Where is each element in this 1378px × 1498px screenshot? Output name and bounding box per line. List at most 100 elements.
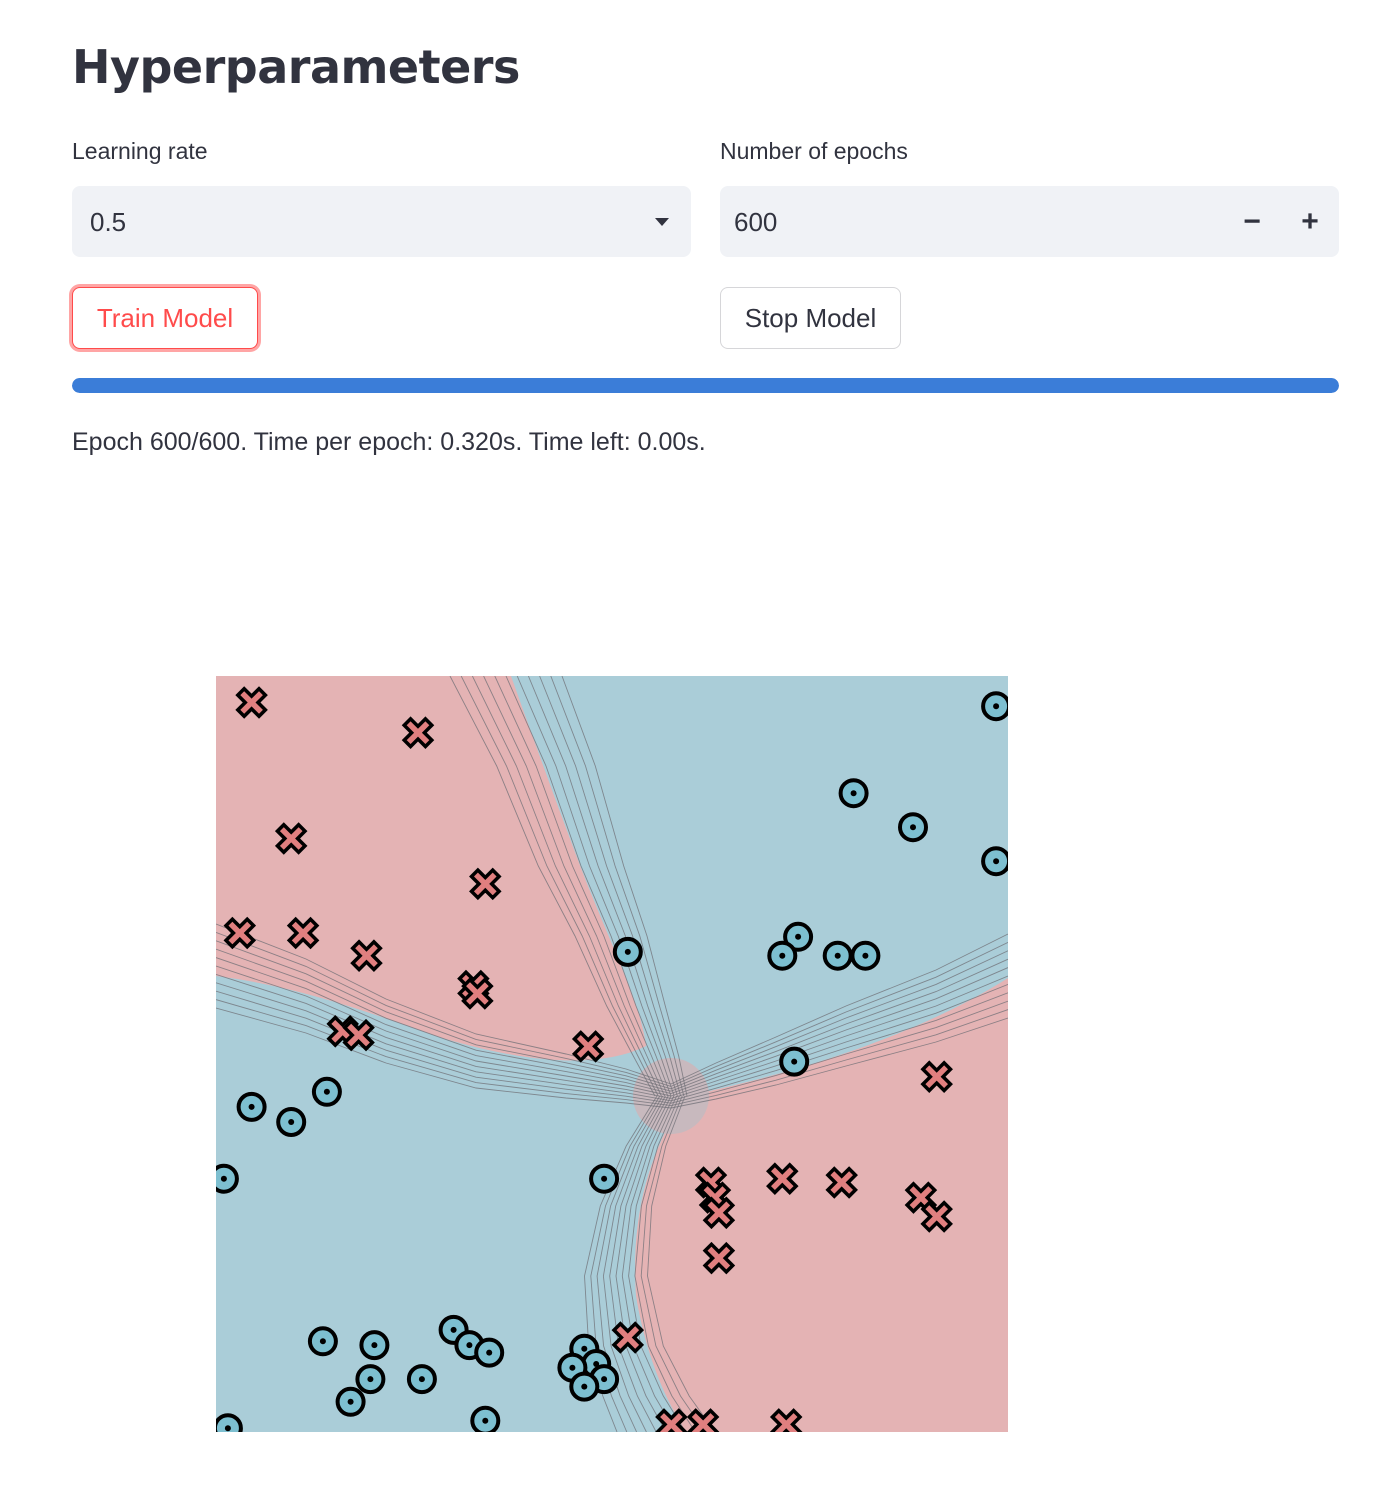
contour-line bbox=[590, 1095, 661, 1432]
learning-rate-value: 0.5 bbox=[90, 207, 127, 237]
contour-line bbox=[584, 1095, 658, 1432]
increment-button[interactable]: + bbox=[1301, 205, 1319, 238]
x-marker bbox=[223, 916, 257, 950]
contour-line bbox=[460, 676, 659, 1097]
contour-line bbox=[670, 958, 1008, 1092]
contour-line bbox=[516, 676, 675, 1097]
page-title: Hyperparameters bbox=[72, 40, 520, 94]
o-marker bbox=[822, 940, 853, 971]
o-marker bbox=[589, 1163, 620, 1194]
contour-line bbox=[670, 1009, 1008, 1107]
contour-line bbox=[670, 1017, 1008, 1109]
contour-line bbox=[471, 676, 662, 1097]
contour-line bbox=[216, 931, 672, 1087]
contour-line bbox=[505, 676, 672, 1097]
o-marker bbox=[276, 1107, 307, 1137]
epochs-input[interactable]: 600 − + bbox=[720, 186, 1339, 257]
contour-line bbox=[216, 965, 672, 1097]
contour-line bbox=[527, 676, 678, 1097]
x-marker bbox=[655, 1408, 688, 1432]
x-marker bbox=[702, 1196, 736, 1230]
o-marker bbox=[470, 1405, 501, 1432]
o-marker bbox=[612, 936, 643, 967]
o-marker bbox=[359, 1330, 390, 1361]
contour-line bbox=[216, 940, 672, 1090]
o-marker bbox=[779, 1046, 810, 1077]
x-marker bbox=[235, 686, 268, 719]
contour-line bbox=[670, 967, 1008, 1095]
x-marker bbox=[825, 1166, 858, 1199]
decision-boundary-plot bbox=[216, 676, 1008, 1432]
contour-line bbox=[602, 1095, 666, 1432]
contour-line bbox=[670, 983, 1008, 1099]
x-marker bbox=[286, 916, 320, 950]
o-marker bbox=[898, 812, 928, 843]
contour-line bbox=[216, 982, 672, 1102]
o-marker bbox=[569, 1371, 600, 1402]
contour-line bbox=[216, 948, 672, 1092]
contour-line bbox=[670, 1000, 1008, 1104]
contour-lines bbox=[216, 676, 1008, 1432]
contour-line bbox=[670, 992, 1008, 1102]
decrement-button[interactable]: − bbox=[1243, 205, 1261, 238]
contour-line bbox=[634, 1095, 696, 1432]
contour-line bbox=[494, 676, 669, 1097]
contour-line bbox=[216, 957, 672, 1095]
x-marker bbox=[274, 822, 308, 855]
progress-bar bbox=[72, 378, 1339, 393]
contour-line bbox=[216, 999, 672, 1107]
contour-line bbox=[539, 676, 682, 1097]
learning-rate-select[interactable]: 0.5 bbox=[72, 186, 691, 257]
o-marker bbox=[355, 1364, 386, 1395]
x-marker bbox=[702, 1241, 736, 1275]
chevron-down-icon bbox=[655, 218, 669, 226]
contour-line bbox=[640, 1095, 706, 1432]
contour-line bbox=[609, 1095, 669, 1432]
contour-line bbox=[550, 676, 685, 1097]
o-marker bbox=[767, 940, 798, 971]
o-marker bbox=[783, 921, 814, 952]
o-marker bbox=[335, 1386, 366, 1417]
x-marker bbox=[920, 1060, 953, 1093]
contour-line bbox=[670, 975, 1008, 1097]
o-marker bbox=[474, 1337, 505, 1368]
x-marker bbox=[769, 1408, 803, 1432]
contour-line bbox=[561, 676, 688, 1097]
contour-line bbox=[216, 1007, 672, 1109]
o-marker bbox=[236, 1091, 267, 1122]
contour-line bbox=[216, 923, 672, 1085]
learning-rate-label: Learning rate bbox=[72, 138, 208, 164]
x-marker bbox=[571, 1030, 605, 1063]
epochs-value[interactable]: 600 bbox=[734, 207, 778, 237]
contour-line bbox=[670, 941, 1008, 1087]
o-marker bbox=[311, 1076, 342, 1107]
x-marker bbox=[469, 867, 502, 901]
contour-line bbox=[596, 1095, 663, 1432]
x-marker bbox=[401, 716, 435, 749]
contour-line bbox=[615, 1095, 672, 1432]
training-status: Epoch 600/600. Time per epoch: 0.320s. T… bbox=[72, 428, 706, 456]
x-marker bbox=[350, 939, 383, 972]
o-marker bbox=[216, 1413, 243, 1432]
train-model-button[interactable]: Train Model bbox=[72, 287, 258, 349]
contour-line bbox=[647, 1095, 716, 1432]
x-marker bbox=[686, 1408, 720, 1432]
contour-line bbox=[621, 1095, 677, 1432]
contour-line bbox=[216, 973, 672, 1099]
contour-line bbox=[670, 933, 1008, 1085]
x-marker bbox=[611, 1321, 645, 1354]
o-marker bbox=[406, 1364, 437, 1395]
contour-line bbox=[670, 950, 1008, 1090]
o-marker bbox=[981, 691, 1008, 722]
contour-line bbox=[628, 1095, 686, 1432]
o-marker bbox=[838, 778, 869, 809]
o-marker bbox=[850, 940, 881, 971]
o-marker bbox=[216, 1163, 239, 1194]
contour-line bbox=[483, 676, 666, 1097]
x-marker bbox=[766, 1162, 799, 1195]
region-red-lower-right bbox=[635, 978, 1008, 1432]
contour-line bbox=[449, 676, 656, 1097]
x-marker bbox=[342, 1018, 375, 1052]
stop-model-button[interactable]: Stop Model bbox=[720, 287, 901, 349]
o-marker bbox=[307, 1326, 338, 1357]
